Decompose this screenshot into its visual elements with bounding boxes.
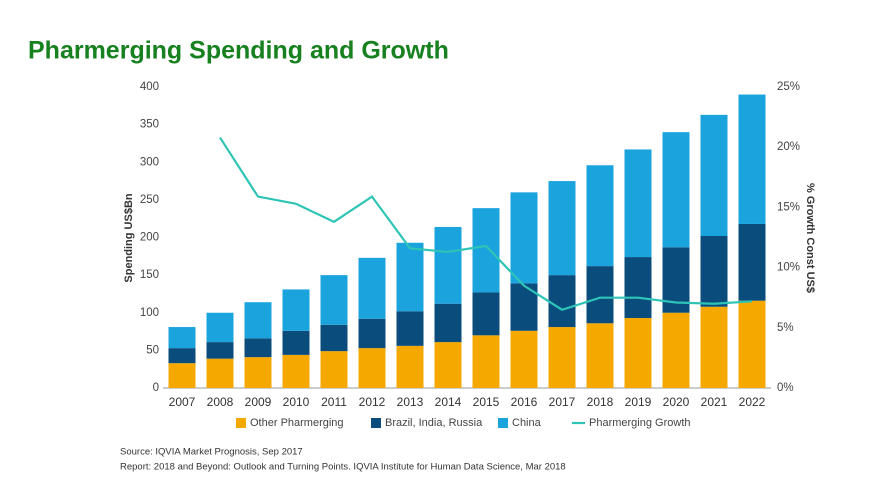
bar-segment [548, 275, 576, 328]
bar-segment [738, 94, 766, 224]
bar-segment [396, 242, 424, 312]
x-tick-label: 2007 [169, 395, 196, 409]
growth-line [219, 136, 753, 311]
x-tick-label: 2022 [739, 395, 766, 409]
bar-segment [548, 181, 576, 276]
y-tick-label: 350 [140, 119, 159, 131]
legend-label: Pharmerging Growth [589, 417, 691, 429]
bar-segment [586, 323, 614, 388]
x-tick-label: 2012 [359, 395, 386, 409]
bar-segment [434, 226, 462, 304]
x-tick-label: 2014 [435, 395, 462, 409]
bar-segment [624, 257, 652, 319]
x-tick-label: 2013 [397, 395, 424, 409]
x-tick-label: 2018 [587, 395, 614, 409]
bar-segment [206, 312, 234, 343]
bar-segment [472, 335, 500, 388]
source-note: Source: IQVIA Market Prognosis, Sep 2017 [120, 447, 303, 458]
bar-segment [282, 330, 310, 355]
source-note: Report: 2018 and Beyond: Outlook and Tur… [120, 462, 566, 473]
y-tick-label: 150 [140, 269, 159, 281]
bar-segment [700, 114, 728, 236]
bar-segment [472, 292, 500, 336]
bar-segment [738, 300, 766, 388]
bar-segment [282, 354, 310, 388]
x-tick-label: 2017 [549, 395, 576, 409]
y2-tick-label: 5% [777, 322, 794, 334]
legend-swatch [498, 418, 508, 428]
bar-segment [358, 348, 386, 388]
bar-segment [586, 165, 614, 267]
y2-tick-label: 0% [777, 382, 794, 394]
x-tick-label: 2019 [625, 395, 652, 409]
legend-label: Brazil, India, Russia [385, 417, 483, 429]
bar-segment [738, 223, 766, 301]
bar-segment [396, 311, 424, 346]
x-tick-label: 2020 [663, 395, 690, 409]
bar-segment [510, 192, 538, 284]
y-tick-label: 50 [146, 344, 159, 356]
bar-segment [662, 312, 690, 388]
bar-segment [548, 327, 576, 388]
bar-segment [206, 342, 234, 359]
x-tick-label: 2010 [283, 395, 310, 409]
y-axis-label: Spending US$Bn [123, 193, 135, 283]
bar-segment [244, 302, 272, 339]
y-tick-label: 0 [153, 382, 159, 394]
x-tick-label: 2016 [511, 395, 538, 409]
x-tick-label: 2011 [321, 395, 347, 409]
x-tick-label: 2009 [245, 395, 272, 409]
bar-segment [700, 235, 728, 307]
y2-tick-label: 20% [777, 141, 800, 153]
bar-segment [168, 348, 196, 364]
x-tick-label: 2021 [701, 395, 728, 409]
y-tick-label: 400 [140, 81, 159, 93]
y2-tick-label: 15% [777, 201, 800, 213]
bar-segment [244, 357, 272, 388]
legend-swatch [236, 418, 246, 428]
y-tick-label: 100 [140, 307, 159, 319]
y-tick-label: 250 [140, 194, 159, 206]
bar-segment [358, 318, 386, 349]
bar-segment [586, 266, 614, 324]
bar-segment [510, 330, 538, 388]
x-tick-label: 2008 [207, 395, 234, 409]
bar-segment [168, 363, 196, 388]
bar-segment [282, 289, 310, 331]
legend-label: China [512, 417, 542, 429]
bar-segment [320, 324, 348, 352]
y-tick-label: 200 [140, 232, 159, 244]
bar-segment [168, 327, 196, 349]
bar-segment [662, 132, 690, 248]
chart-title: Pharmerging Spending and Growth [28, 37, 449, 65]
legend-swatch [371, 418, 381, 428]
bar-segment [434, 342, 462, 388]
legend-label: Other Pharmerging [250, 417, 344, 429]
bar-segment [624, 318, 652, 388]
x-tick-label: 2015 [473, 395, 500, 409]
bar-segment [244, 338, 272, 358]
y2-tick-label: 25% [777, 81, 800, 93]
bar-segment [320, 351, 348, 388]
y2-tick-label: 10% [777, 262, 800, 274]
bar-segment [396, 345, 424, 388]
bar-segment [700, 306, 728, 388]
y2-axis-label: % Growth Const US$ [804, 183, 816, 293]
bar-segment [434, 303, 462, 343]
bar-segment [206, 358, 234, 388]
y-tick-label: 300 [140, 156, 159, 168]
bar-segment [472, 208, 500, 293]
bar-segment [320, 275, 348, 325]
bar-segment [624, 149, 652, 258]
bar-segment [358, 257, 386, 319]
